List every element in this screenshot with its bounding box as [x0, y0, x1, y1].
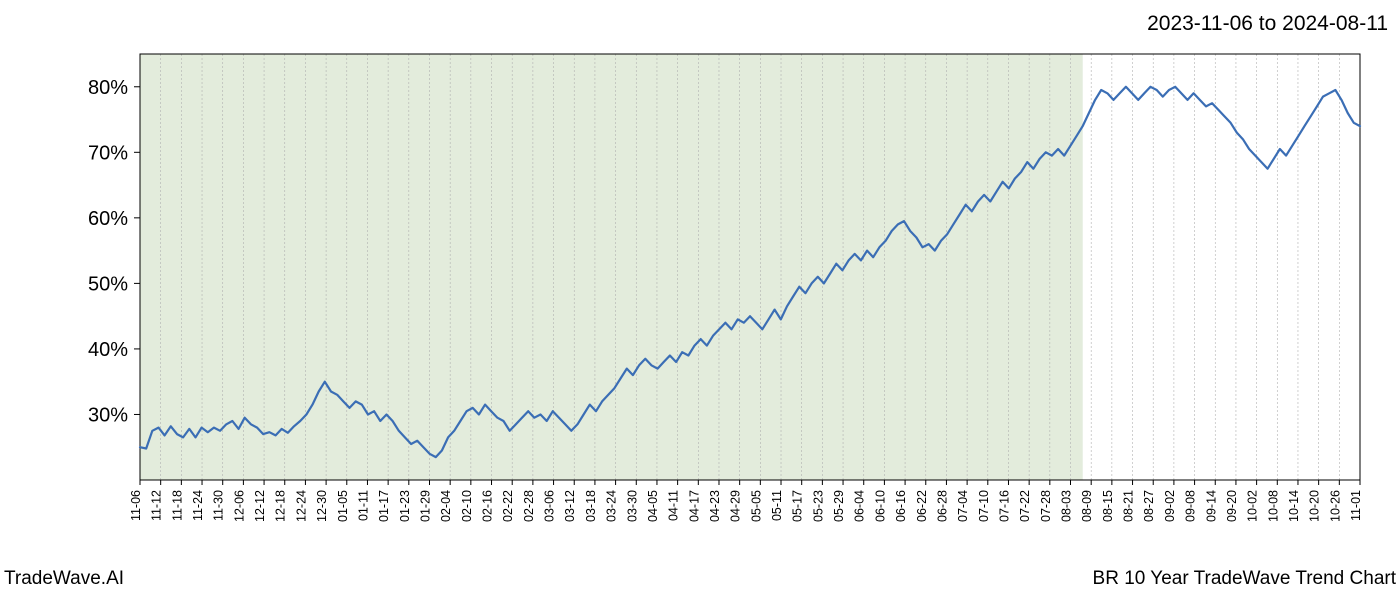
- svg-text:01-05: 01-05: [336, 490, 350, 522]
- svg-text:02-28: 02-28: [522, 490, 536, 522]
- svg-text:09-14: 09-14: [1204, 490, 1218, 522]
- svg-text:40%: 40%: [88, 339, 128, 361]
- svg-text:50%: 50%: [88, 273, 128, 295]
- svg-text:10-08: 10-08: [1266, 490, 1280, 522]
- svg-text:30%: 30%: [88, 404, 128, 426]
- svg-text:05-29: 05-29: [832, 490, 846, 522]
- svg-text:07-10: 07-10: [977, 490, 991, 522]
- svg-text:11-12: 11-12: [150, 490, 164, 521]
- svg-text:11-06: 11-06: [129, 490, 143, 521]
- svg-text:08-27: 08-27: [1142, 490, 1156, 522]
- svg-text:11-01: 11-01: [1349, 490, 1363, 521]
- svg-text:05-23: 05-23: [811, 490, 825, 522]
- svg-text:10-20: 10-20: [1308, 490, 1322, 522]
- svg-text:12-30: 12-30: [315, 490, 329, 522]
- trend-chart: 30% 40% 50% 60% 70% 80% 11-06 11-12 11-18 11-24 11…: [0, 0, 1400, 600]
- svg-text:11-30: 11-30: [212, 490, 226, 521]
- svg-text:06-10: 06-10: [873, 490, 887, 522]
- svg-text:05-05: 05-05: [749, 490, 763, 522]
- svg-text:10-02: 10-02: [1246, 490, 1260, 522]
- svg-text:12-12: 12-12: [253, 490, 267, 522]
- svg-text:12-24: 12-24: [294, 490, 308, 522]
- svg-text:04-11: 04-11: [667, 490, 681, 521]
- svg-text:09-08: 09-08: [1184, 490, 1198, 522]
- svg-text:02-22: 02-22: [501, 490, 515, 522]
- date-range-label: 2023-11-06 to 2024-08-11: [1147, 12, 1388, 36]
- svg-text:03-12: 03-12: [563, 490, 577, 522]
- footer-brand: TradeWave.AI: [4, 568, 124, 590]
- svg-text:06-16: 06-16: [894, 490, 908, 522]
- svg-text:03-06: 03-06: [543, 490, 557, 522]
- svg-text:09-02: 09-02: [1163, 490, 1177, 522]
- svg-text:07-28: 07-28: [1039, 490, 1053, 522]
- svg-text:08-03: 08-03: [1060, 490, 1074, 522]
- svg-text:09-20: 09-20: [1225, 490, 1239, 522]
- svg-text:08-15: 08-15: [1101, 490, 1115, 522]
- svg-text:01-17: 01-17: [377, 490, 391, 522]
- svg-text:05-11: 05-11: [770, 490, 784, 521]
- svg-text:04-05: 04-05: [646, 490, 660, 522]
- svg-text:70%: 70%: [88, 142, 128, 164]
- svg-text:80%: 80%: [88, 77, 128, 99]
- svg-text:03-24: 03-24: [605, 490, 619, 522]
- svg-text:04-23: 04-23: [708, 490, 722, 522]
- svg-text:01-11: 01-11: [356, 490, 370, 521]
- svg-text:05-17: 05-17: [791, 490, 805, 522]
- svg-text:03-30: 03-30: [625, 490, 639, 522]
- svg-text:02-04: 02-04: [439, 490, 453, 522]
- svg-text:08-09: 08-09: [1080, 490, 1094, 522]
- svg-text:11-24: 11-24: [191, 490, 205, 521]
- svg-text:60%: 60%: [88, 208, 128, 230]
- svg-text:10-26: 10-26: [1328, 490, 1342, 522]
- svg-text:08-21: 08-21: [1122, 490, 1136, 522]
- footer-title: BR 10 Year TradeWave Trend Chart: [1093, 568, 1396, 590]
- svg-text:01-23: 01-23: [398, 490, 412, 522]
- svg-text:02-16: 02-16: [481, 490, 495, 522]
- svg-text:12-18: 12-18: [274, 490, 288, 522]
- svg-text:06-22: 06-22: [915, 490, 929, 522]
- svg-text:07-16: 07-16: [997, 490, 1011, 522]
- svg-text:12-06: 12-06: [232, 490, 246, 522]
- svg-text:10-14: 10-14: [1287, 490, 1301, 522]
- svg-text:04-29: 04-29: [729, 490, 743, 522]
- svg-text:03-18: 03-18: [584, 490, 598, 522]
- svg-text:04-17: 04-17: [687, 490, 701, 522]
- svg-text:07-22: 07-22: [1018, 490, 1032, 522]
- svg-text:11-18: 11-18: [170, 490, 184, 521]
- svg-text:06-04: 06-04: [853, 490, 867, 522]
- svg-text:06-28: 06-28: [935, 490, 949, 522]
- svg-text:02-10: 02-10: [460, 490, 474, 522]
- svg-text:07-04: 07-04: [956, 490, 970, 522]
- svg-text:01-29: 01-29: [418, 490, 432, 522]
